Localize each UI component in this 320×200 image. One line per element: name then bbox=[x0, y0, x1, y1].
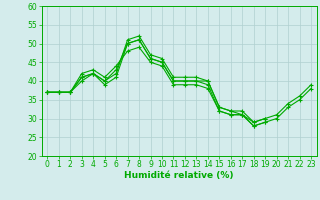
X-axis label: Humidité relative (%): Humidité relative (%) bbox=[124, 171, 234, 180]
